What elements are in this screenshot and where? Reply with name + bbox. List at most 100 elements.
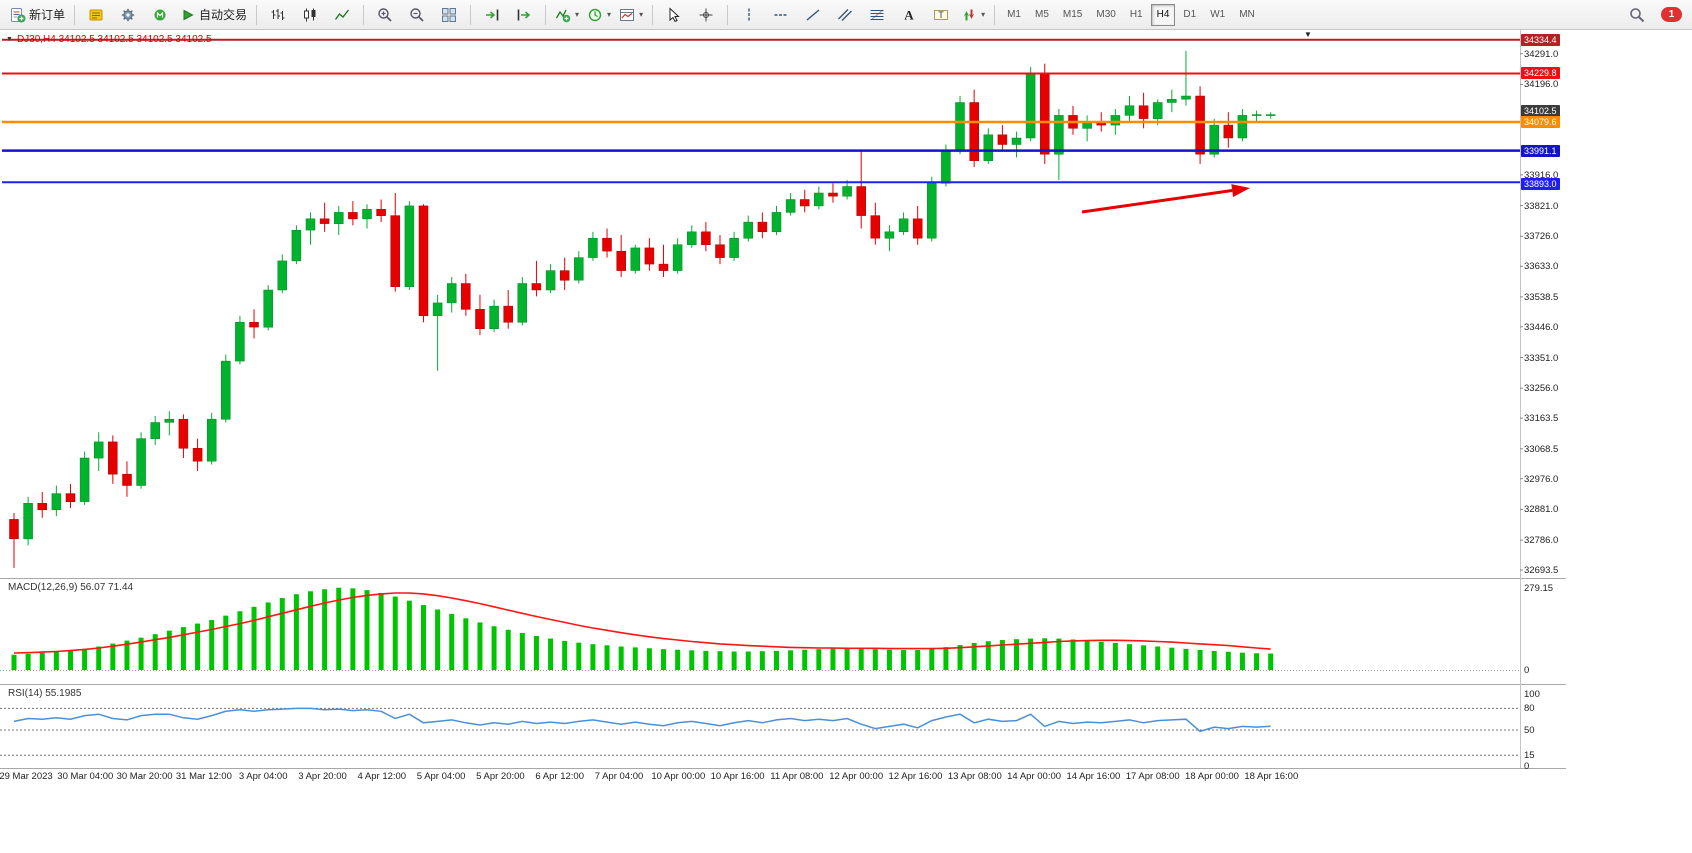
rsi-axis-label: 15 [1524, 750, 1535, 761]
text-label-button[interactable]: T [925, 2, 957, 28]
time-axis-label: 29 Mar 2023 [0, 771, 53, 782]
price-axis-label: 33726.0 [1524, 231, 1559, 242]
candlesticks-group[interactable] [9, 50, 1276, 568]
time-axis-label: 18 Apr 16:00 [1244, 771, 1299, 782]
dropdown-caret-icon: ▾ [981, 10, 986, 19]
periods-icon [588, 8, 602, 21]
options-icon [121, 8, 135, 21]
rsi-axis-label: 0 [1524, 761, 1530, 772]
auto-scroll-button[interactable] [476, 2, 508, 28]
zoom-in-button[interactable] [369, 2, 401, 28]
chart-shift-marker[interactable]: ▼ [1304, 30, 1312, 39]
price-axis-label: 32786.0 [1524, 535, 1559, 546]
tf-m1-label: M1 [1007, 9, 1021, 20]
tf-mn[interactable]: MN [1233, 4, 1261, 26]
search-button[interactable] [1621, 2, 1653, 28]
svg-text:T: T [938, 10, 944, 20]
tf-w1[interactable]: W1 [1204, 4, 1231, 26]
channel-button[interactable] [829, 2, 861, 28]
chart-shift-button[interactable] [508, 2, 540, 28]
svg-text:A: A [904, 7, 914, 22]
metaeditor-icon [89, 9, 103, 20]
price-axis-label: 34291.0 [1524, 49, 1559, 60]
toolbar-button-groups: 新订单 自动交易 ▾ ▾ ▾ A T ▾ M1 M5 M15 M30 H1 H4 D1 W1 MN [6, 0, 1262, 29]
metaeditor-button[interactable] [80, 2, 112, 28]
toolbar-separator [363, 4, 365, 25]
templates-button[interactable]: ▾ [615, 2, 647, 28]
price-level-label: 34079.6 [1521, 116, 1560, 128]
macd-axis-label: 0 [1524, 665, 1530, 676]
dropdown-caret-icon: ▾ [639, 10, 644, 19]
templates-icon [620, 8, 635, 21]
price-level-label: 34229.8 [1521, 67, 1560, 79]
zoom-in-icon [378, 7, 392, 22]
bar-chart-button[interactable] [262, 2, 294, 28]
toolbar-separator [727, 4, 729, 25]
price-level-label: 34334.4 [1521, 34, 1560, 46]
dropdown-caret-icon: ▾ [575, 10, 580, 19]
mql5-button[interactable] [144, 2, 176, 28]
zoom-out-icon [410, 7, 424, 22]
tf-w1-label: W1 [1210, 9, 1226, 20]
periods-button[interactable]: ▾ [583, 2, 615, 28]
tf-m30-label: M30 [1096, 9, 1116, 20]
levels-group [2, 38, 1520, 184]
symbol-ohlc-text: DJ30,H4 34102.5 34102.5 34102.5 34102.5 [16, 34, 212, 45]
rsi-label: RSI(14) 55.1985 [8, 688, 82, 699]
notification-badge[interactable]: 1 [1661, 7, 1682, 22]
toolbar-separator [545, 4, 547, 25]
autotrading-button[interactable]: 自动交易 [176, 2, 251, 28]
time-axis-label: 12 Apr 16:00 [888, 771, 943, 782]
time-axis-label: 6 Apr 12:00 [535, 771, 584, 782]
tf-d1-label: D1 [1183, 9, 1197, 20]
price-axis-label: 33163.5 [1524, 413, 1559, 424]
tf-h4[interactable]: H4 [1150, 3, 1176, 26]
tf-h1-label: H1 [1129, 9, 1143, 20]
text-button[interactable]: A [893, 2, 925, 28]
symbol-dropdown-icon[interactable]: ▼ [6, 36, 13, 43]
tf-m5-label: M5 [1035, 9, 1049, 20]
toolbar-separator [256, 4, 258, 25]
tf-m5[interactable]: M5 [1029, 4, 1055, 26]
auto-scroll-icon [486, 9, 499, 20]
tf-h1[interactable]: H1 [1124, 4, 1149, 26]
price-level-label: 33893.0 [1521, 178, 1560, 190]
horizontal-line-button[interactable] [765, 2, 797, 28]
rsi-line [13, 707, 1271, 733]
price-axis-label: 32693.5 [1524, 565, 1559, 576]
fibonacci-button[interactable] [861, 2, 893, 28]
indicators-button[interactable]: ▾ [551, 2, 583, 28]
price-axis-label: 33821.0 [1524, 201, 1559, 212]
time-axis-label: 5 Apr 04:00 [416, 771, 466, 782]
cursor-button[interactable] [658, 2, 690, 28]
new-order-icon [11, 7, 26, 22]
options-button[interactable] [112, 2, 144, 28]
search-icon [1630, 7, 1645, 22]
line-chart-button[interactable] [326, 2, 358, 28]
tile-windows-button[interactable] [433, 2, 465, 28]
vertical-line-button[interactable] [733, 2, 765, 28]
cursor-icon [669, 6, 680, 22]
tf-m30[interactable]: M30 [1090, 4, 1121, 26]
price-axis-label: 33256.0 [1524, 383, 1559, 394]
tf-m15[interactable]: M15 [1057, 4, 1088, 26]
time-axis-label: 12 Apr 00:00 [829, 771, 884, 782]
trendline-button[interactable] [797, 2, 829, 28]
arrows-button[interactable]: ▾ [957, 2, 989, 28]
zoom-out-button[interactable] [401, 2, 433, 28]
fibo-icon [870, 9, 884, 20]
rsi-panel[interactable] [0, 707, 1520, 756]
crosshair-icon [699, 8, 713, 21]
tf-m1[interactable]: M1 [1001, 4, 1027, 26]
new-order-button[interactable]: 新订单 [6, 2, 69, 28]
macd-panel[interactable] [0, 587, 1520, 671]
rsi-axis-label: 50 [1524, 725, 1535, 736]
toolbar: 新订单 自动交易 ▾ ▾ ▾ A T ▾ M1 M5 M15 M30 H1 H4 D1 W1 MN 1 [0, 0, 1692, 30]
tf-d1[interactable]: D1 [1177, 4, 1202, 26]
trend-arrow-annotation[interactable] [1081, 184, 1250, 214]
time-axis-label: 18 Apr 00:00 [1185, 771, 1239, 782]
crosshair-button[interactable] [690, 2, 722, 28]
candlestick-button[interactable] [294, 2, 326, 28]
chart-shift-icon [517, 9, 531, 20]
